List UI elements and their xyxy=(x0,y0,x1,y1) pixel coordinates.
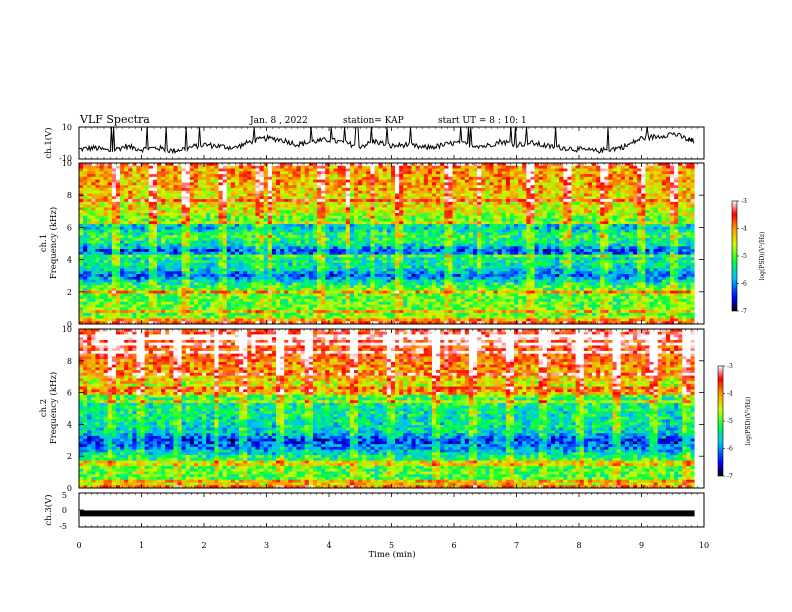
ch3-ylabel: ch.3(V) xyxy=(43,494,54,525)
frequency-tick-label: 4 xyxy=(67,256,72,265)
x-tick-label: 9 xyxy=(639,541,644,550)
ch1-ytick-top: 10 xyxy=(62,123,72,132)
frequency-tick-label: 8 xyxy=(67,357,72,366)
x-tick-label: 1 xyxy=(139,541,144,550)
x-tick-label: 10 xyxy=(699,541,709,550)
x-tick-label: 7 xyxy=(514,541,519,550)
ch1-colorbar-ticks: -3 -4 -5 -6 -7 xyxy=(737,198,747,315)
ch2-spectrogram-image xyxy=(79,329,704,488)
ch2-spectrogram-ylabel-frequency: Frequency (kHz) xyxy=(48,372,59,444)
colorbar-tick-label: -5 xyxy=(741,253,747,260)
x-tick-label: 4 xyxy=(326,541,331,550)
ch1-colorbar: -3 -4 -5 -6 -7 log(PSD)(V²/Hz) xyxy=(732,198,766,315)
figure-title: VLF Spectra xyxy=(79,113,150,126)
ch2-spectrogram-panel: 0 2 4 6 8 10 ch.2 Frequency (kHz) -3 -4 -5 -6 -7 … xyxy=(39,325,752,493)
ch1-colorbar-gradient xyxy=(732,201,737,311)
header-date: Jan. 8 , 2022 xyxy=(249,116,308,126)
frequency-tick-label: 6 xyxy=(67,389,72,398)
frequency-tick-label: 0 xyxy=(67,484,72,493)
frequency-tick-label: 2 xyxy=(67,452,72,461)
colorbar-tick-label: -6 xyxy=(741,281,747,288)
header-station: station= KAP xyxy=(343,116,404,126)
ch3-waveform-trace xyxy=(80,510,695,516)
colorbar-tick-label: -7 xyxy=(727,473,733,480)
frequency-tick-label: 2 xyxy=(67,288,72,297)
ch1-spectrogram-ylabel-channel: ch.1 xyxy=(39,234,49,252)
header-start-time: start UT = 8 : 10: 1 xyxy=(438,116,527,126)
ch2-colorbar: -3 -4 -5 -6 -7 log(PSD)(V²/Hz) xyxy=(718,363,752,480)
x-axis-tick-labels: 0 1 2 3 4 5 6 7 8 9 10 xyxy=(76,541,709,550)
ch2-colorbar-gradient xyxy=(718,366,723,476)
ch1-ylabel: ch.1(V) xyxy=(43,127,54,158)
x-tick-label: 0 xyxy=(76,541,81,550)
x-axis-label: Time (min) xyxy=(368,549,415,560)
ch1-colorbar-label: log(PSD)(V²/Hz) xyxy=(759,232,766,281)
ch1-spectrogram-ylabel-frequency: Frequency (kHz) xyxy=(48,207,59,279)
colorbar-tick-label: -3 xyxy=(741,198,747,205)
x-tick-label: 3 xyxy=(264,541,269,550)
frequency-tick-label: 4 xyxy=(67,420,72,429)
colorbar-tick-label: -6 xyxy=(727,446,733,453)
x-tick-label: 6 xyxy=(451,541,456,550)
x-tick-label: 5 xyxy=(389,541,394,550)
ch3-ytick-bottom: -5 xyxy=(59,522,67,531)
colorbar-tick-label: -3 xyxy=(727,363,733,370)
frequency-tick-label: 6 xyxy=(67,223,72,232)
ch1-waveform-frame xyxy=(79,127,704,159)
frequency-tick-label: 10 xyxy=(62,325,72,334)
x-tick-label: 8 xyxy=(576,541,581,550)
x-tick-label: 2 xyxy=(201,541,206,550)
ch2-colorbar-label: log(PSD)(V²/Hz) xyxy=(745,397,752,446)
ch2-colorbar-ticks: -3 -4 -5 -6 -7 xyxy=(723,363,733,480)
vlf-figure: VLF Spectra Jan. 8 , 2022 station= KAP s… xyxy=(0,0,792,612)
ch1-spectrogram-image xyxy=(79,163,704,324)
ch2-spectrogram-ylabel-channel: ch.2 xyxy=(39,399,49,417)
colorbar-tick-label: -7 xyxy=(741,308,747,315)
frequency-tick-label: 8 xyxy=(67,191,72,200)
ch1-waveform-panel: 10 -10 ch.1(V) xyxy=(43,123,704,163)
ch3-waveform-frame xyxy=(79,493,704,527)
colorbar-tick-label: -4 xyxy=(741,226,747,233)
ch2-spectrogram-ytick-labels: 0 2 4 6 8 10 xyxy=(62,325,72,493)
colorbar-tick-label: -5 xyxy=(727,418,733,425)
ch3-ytick-top: 5 xyxy=(62,491,67,500)
ch3-waveform-panel: 5 0 -5 ch.3(V) xyxy=(43,491,704,531)
ch3-ytick-middle: 0 xyxy=(62,506,67,515)
colorbar-tick-label: -4 xyxy=(727,391,733,398)
frequency-tick-label: 10 xyxy=(62,159,72,168)
